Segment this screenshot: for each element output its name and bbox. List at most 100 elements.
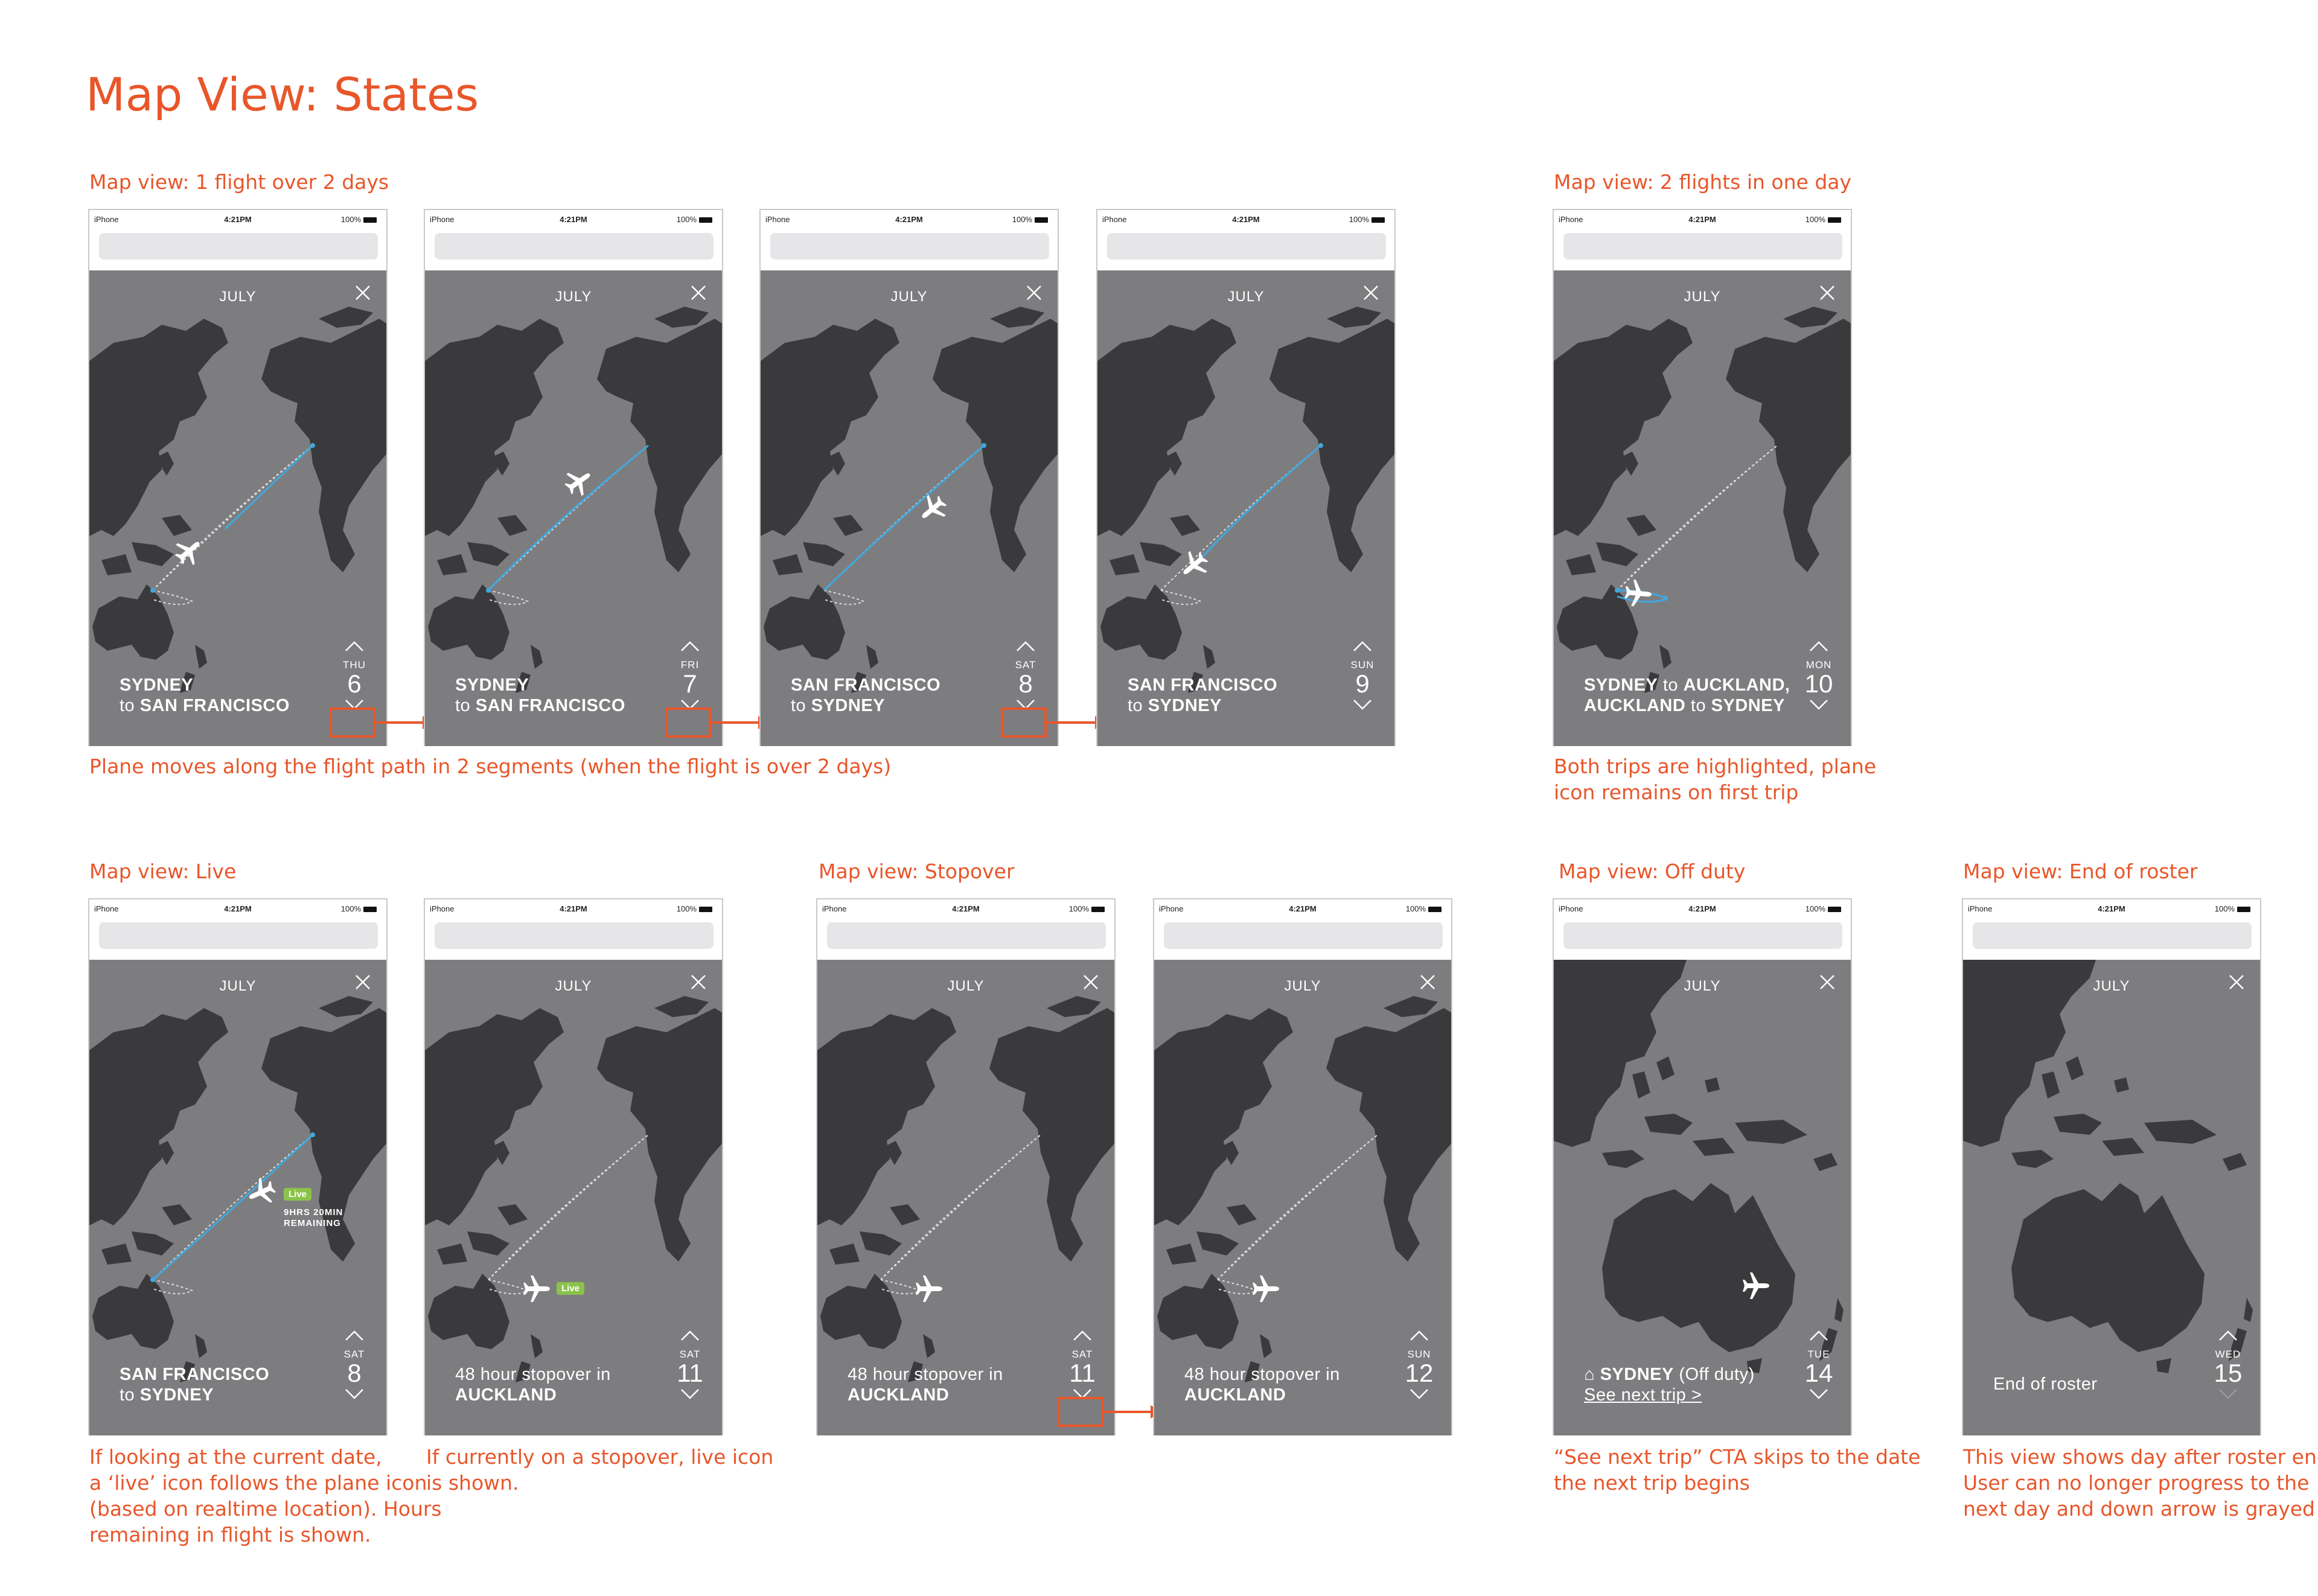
address-bar[interactable]: [99, 233, 378, 260]
close-icon[interactable]: [689, 973, 707, 991]
chevron-down-icon-disabled: [2219, 1389, 2237, 1399]
day-of-week: SUN: [1350, 659, 1375, 671]
route-label: SAN FRANCISCO to SYDNEY: [1128, 675, 1278, 715]
route-label: SYDNEY to SAN FRANCISCO: [120, 675, 290, 715]
phone-screen-sat-8: iPhone 4:21PM 100% JULY SAN FRANCISCO to…: [759, 209, 1059, 746]
chevron-up-icon[interactable]: [1809, 1329, 1828, 1341]
see-next-trip-link[interactable]: See next trip >: [1584, 1385, 1702, 1405]
day-of-week: THU: [343, 659, 366, 671]
close-icon[interactable]: [689, 284, 707, 302]
address-bar[interactable]: [435, 922, 714, 949]
address-bar[interactable]: [827, 922, 1106, 949]
chevron-up-icon[interactable]: [680, 640, 700, 652]
chevron-down-icon[interactable]: [1353, 699, 1372, 711]
caption-end-roster: This view shows day after roster end. Use…: [1963, 1445, 2318, 1521]
chevron-down-icon[interactable]: [345, 1388, 364, 1400]
route-label: SYDNEY to AUCKLAND, AUCKLAND to SYDNEY: [1584, 675, 1790, 715]
close-icon[interactable]: [354, 284, 372, 302]
chevron-down-icon[interactable]: [1410, 1388, 1429, 1400]
map-view[interactable]: Live 9HRS 20MIN REMAINING JULY SAN FRANCI…: [89, 960, 386, 1435]
day-number: 15: [2214, 1359, 2243, 1387]
close-icon[interactable]: [1818, 973, 1836, 991]
close-icon[interactable]: [1818, 284, 1836, 302]
status-bar: iPhone 4:21PM 100%: [1963, 899, 2260, 919]
section-label-stopover: Map view: Stopover: [819, 860, 1015, 883]
day-selector: TUE 14: [1798, 1329, 1840, 1400]
close-icon[interactable]: [1082, 973, 1100, 991]
chevron-up-icon[interactable]: [2218, 1329, 2238, 1341]
carrier-label: iPhone: [765, 215, 790, 224]
status-time: 4:21PM: [1688, 215, 1716, 224]
chevron-up-icon[interactable]: [1073, 1329, 1092, 1341]
address-bar[interactable]: [770, 233, 1049, 260]
address-bar[interactable]: [1563, 922, 1842, 949]
close-icon[interactable]: [2227, 973, 2246, 991]
carrier-label: iPhone: [1559, 904, 1583, 913]
chevron-up-icon[interactable]: [1016, 640, 1035, 652]
chevron-up-icon[interactable]: [680, 1329, 700, 1341]
day-selector: WED 15: [2207, 1329, 2249, 1400]
close-icon[interactable]: [1362, 284, 1380, 302]
world-map: [425, 307, 722, 693]
address-bar[interactable]: [1973, 922, 2252, 949]
day-selector: THU 6: [333, 640, 375, 711]
route-label: 48 hour stopover in AUCKLAND: [455, 1365, 611, 1405]
route-label: 48 hour stopover in AUCKLAND: [1184, 1365, 1340, 1405]
route-label: SAN FRANCISCO to SYDNEY: [120, 1365, 270, 1405]
battery-indicator: 100%: [1406, 904, 1442, 913]
caption-stopover: If currently on a stopover, live icon is …: [426, 1445, 774, 1495]
map-view[interactable]: JULY End of roster WED 15: [1963, 960, 2260, 1435]
address-bar[interactable]: [1107, 233, 1386, 260]
close-icon[interactable]: [354, 973, 372, 991]
route-label: ⌂ SYDNEY (Off duty) See next trip >: [1584, 1365, 1755, 1405]
month-label: JULY: [2093, 978, 2130, 994]
address-bar[interactable]: [1164, 922, 1443, 949]
day-number: 10: [1804, 669, 1833, 698]
close-icon[interactable]: [1025, 284, 1043, 302]
map-view[interactable]: JULY 48 hour stopover in AUCKLAND SAT 11: [817, 960, 1114, 1435]
chevron-up-icon[interactable]: [1353, 640, 1372, 652]
plane-icon: [916, 1275, 942, 1302]
section-label-live: Map view: Live: [89, 860, 237, 883]
map-view[interactable]: JULY SYDNEY to SAN FRANCISCO FRI 7: [425, 270, 722, 746]
carrier-label: iPhone: [94, 904, 119, 913]
phone-screen-fri-7: iPhone 4:21PM 100% JULY SYDNEY to SAN FR…: [424, 209, 723, 746]
month-label: JULY: [1684, 978, 1721, 994]
chevron-down-icon[interactable]: [1809, 1388, 1828, 1400]
section-label-off-duty: Map view: Off duty: [1559, 860, 1746, 883]
month-label: JULY: [947, 978, 985, 994]
address-bar[interactable]: [99, 922, 378, 949]
plane-icon: [1253, 1275, 1279, 1302]
chevron-up-icon[interactable]: [1410, 1329, 1429, 1341]
battery-indicator: 100%: [1806, 904, 1841, 913]
battery-indicator: 100%: [1069, 904, 1105, 913]
day-selector: SAT 11: [669, 1329, 711, 1400]
map-view[interactable]: JULY ⌂ SYDNEY (Off duty) See next trip >…: [1554, 960, 1851, 1435]
status-bar: iPhone 4:21PM 100%: [425, 899, 722, 919]
map-view[interactable]: JULY SAN FRANCISCO to SYDNEY SAT 8: [761, 270, 1058, 746]
status-bar: iPhone 4:21PM 100%: [1097, 210, 1394, 229]
address-bar[interactable]: [1563, 233, 1842, 260]
chevron-up-icon[interactable]: [345, 640, 364, 652]
phone-screen-stopover-sun-12: iPhone 4:21PM 100% JULY 48 hour stopover…: [1153, 898, 1452, 1435]
day-of-week: TUE: [1807, 1349, 1830, 1360]
month-label: JULY: [219, 289, 257, 305]
address-bar[interactable]: [435, 233, 714, 260]
plane-icon: [243, 1174, 279, 1210]
chevron-up-icon[interactable]: [1809, 640, 1828, 652]
map-view[interactable]: JULY SYDNEY to SAN FRANCISCO THU 6: [89, 270, 386, 746]
carrier-label: iPhone: [430, 904, 455, 913]
chevron-down-icon[interactable]: [1809, 699, 1828, 711]
chevron-up-icon[interactable]: [345, 1329, 364, 1341]
chevron-down-icon[interactable]: [680, 1388, 700, 1400]
map-view[interactable]: Live JULY 48 hour stopover in AUCKLAND S…: [425, 960, 722, 1435]
map-view[interactable]: JULY SYDNEY to AUCKLAND, AUCKLAND to SYD…: [1554, 270, 1851, 746]
map-view[interactable]: JULY 48 hour stopover in AUCKLAND SUN 12: [1154, 960, 1451, 1435]
map-view[interactable]: JULY SAN FRANCISCO to SYDNEY SUN 9: [1097, 270, 1394, 746]
carrier-label: iPhone: [1559, 215, 1583, 224]
close-icon[interactable]: [1419, 973, 1437, 991]
day-number: 7: [683, 669, 697, 698]
day-number: 14: [1804, 1359, 1833, 1387]
battery-icon: [699, 907, 712, 912]
status-time: 4:21PM: [224, 904, 252, 913]
